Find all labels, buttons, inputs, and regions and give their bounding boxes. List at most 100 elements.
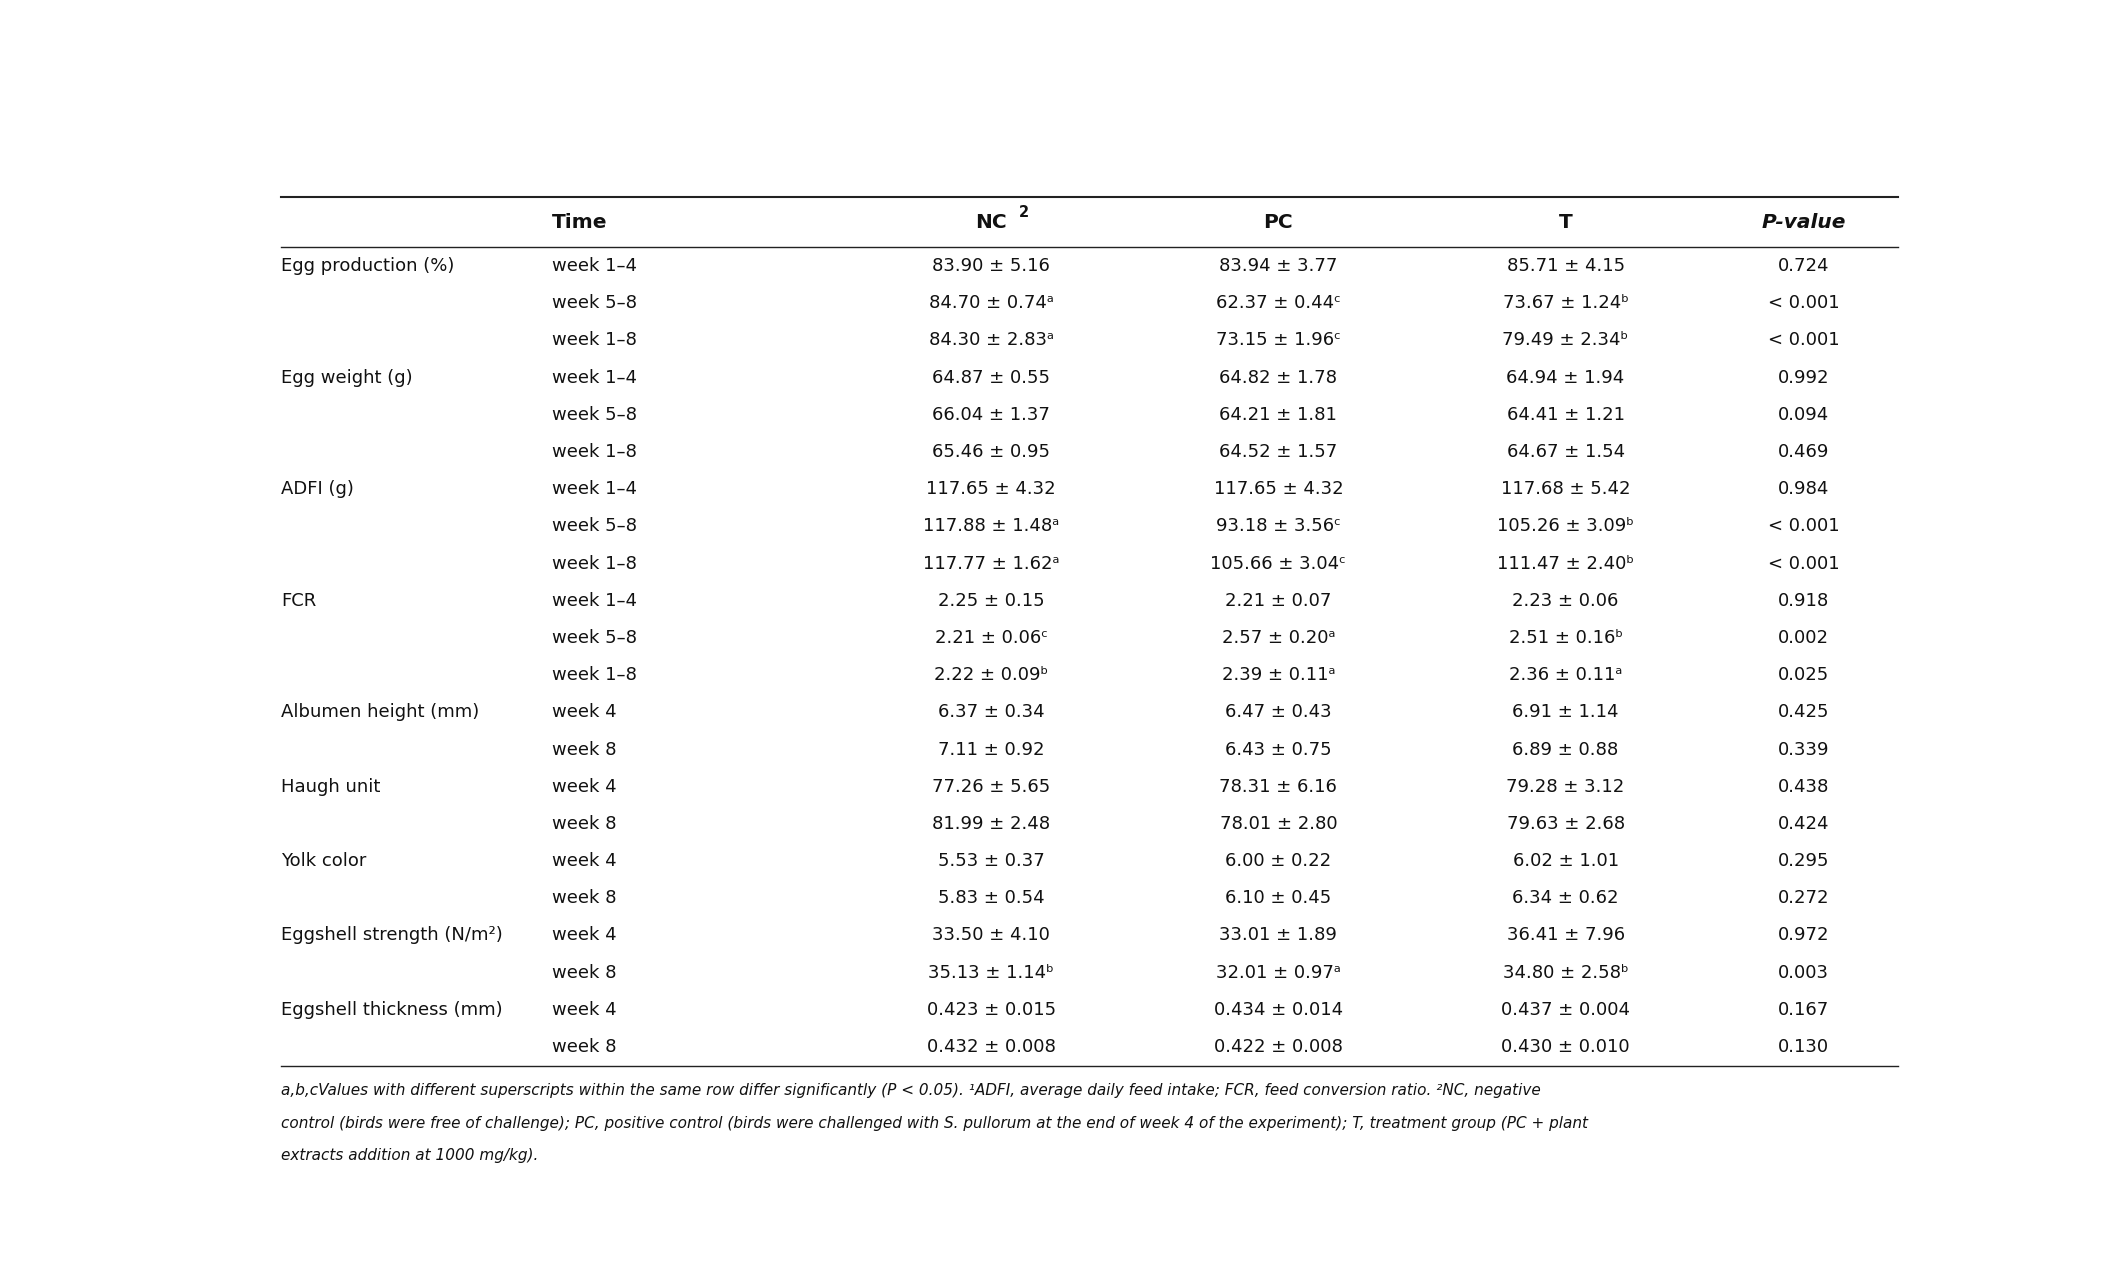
Text: 6.91 ± 1.14: 6.91 ± 1.14 <box>1512 703 1618 722</box>
Text: week 1–4: week 1–4 <box>553 480 638 498</box>
Text: 0.469: 0.469 <box>1777 444 1830 461</box>
Text: week 4: week 4 <box>553 1000 616 1019</box>
Text: 79.28 ± 3.12: 79.28 ± 3.12 <box>1506 778 1625 796</box>
Text: PC: PC <box>1264 212 1294 231</box>
Text: week 1–8: week 1–8 <box>553 332 638 350</box>
Text: 6.00 ± 0.22: 6.00 ± 0.22 <box>1226 852 1332 871</box>
Text: 62.37 ± 0.44ᶜ: 62.37 ± 0.44ᶜ <box>1216 294 1341 313</box>
Text: 0.437 ± 0.004: 0.437 ± 0.004 <box>1502 1000 1631 1019</box>
Text: 81.99 ± 2.48: 81.99 ± 2.48 <box>932 815 1051 833</box>
Text: 2.23 ± 0.06: 2.23 ± 0.06 <box>1512 592 1618 610</box>
Text: 0.423 ± 0.015: 0.423 ± 0.015 <box>926 1000 1055 1019</box>
Text: 2.36 ± 0.11ᵃ: 2.36 ± 0.11ᵃ <box>1508 666 1622 684</box>
Text: week 5–8: week 5–8 <box>553 517 638 535</box>
Text: 64.21 ± 1.81: 64.21 ± 1.81 <box>1220 405 1336 423</box>
Text: 0.167: 0.167 <box>1777 1000 1830 1019</box>
Text: 66.04 ± 1.37: 66.04 ± 1.37 <box>932 405 1051 423</box>
Text: < 0.001: < 0.001 <box>1769 517 1838 535</box>
Text: Time: Time <box>553 212 608 231</box>
Text: 0.424: 0.424 <box>1777 815 1830 833</box>
Text: 5.83 ± 0.54: 5.83 ± 0.54 <box>938 890 1044 907</box>
Text: ADFI (g): ADFI (g) <box>282 480 354 498</box>
Text: 117.77 ± 1.62ᵃ: 117.77 ± 1.62ᵃ <box>923 554 1059 572</box>
Text: week 1–4: week 1–4 <box>553 592 638 610</box>
Text: 77.26 ± 5.65: 77.26 ± 5.65 <box>932 778 1051 796</box>
Text: Haugh unit: Haugh unit <box>282 778 381 796</box>
Text: 0.972: 0.972 <box>1777 927 1830 944</box>
Text: 0.422 ± 0.008: 0.422 ± 0.008 <box>1214 1038 1343 1056</box>
Text: 2.39 ± 0.11ᵃ: 2.39 ± 0.11ᵃ <box>1222 666 1334 684</box>
Text: 2.22 ± 0.09ᵇ: 2.22 ± 0.09ᵇ <box>934 666 1048 684</box>
Text: Eggshell thickness (mm): Eggshell thickness (mm) <box>282 1000 502 1019</box>
Text: 35.13 ± 1.14ᵇ: 35.13 ± 1.14ᵇ <box>928 963 1055 981</box>
Text: 64.82 ± 1.78: 64.82 ± 1.78 <box>1220 369 1336 386</box>
Text: week 5–8: week 5–8 <box>553 629 638 647</box>
Text: week 4: week 4 <box>553 778 616 796</box>
Text: week 4: week 4 <box>553 703 616 722</box>
Text: 2: 2 <box>1019 205 1029 220</box>
Text: 6.34 ± 0.62: 6.34 ± 0.62 <box>1512 890 1618 907</box>
Text: 0.130: 0.130 <box>1777 1038 1830 1056</box>
Text: 73.67 ± 1.24ᵇ: 73.67 ± 1.24ᵇ <box>1502 294 1629 313</box>
Text: 105.66 ± 3.04ᶜ: 105.66 ± 3.04ᶜ <box>1211 554 1347 572</box>
Text: 83.94 ± 3.77: 83.94 ± 3.77 <box>1220 257 1339 275</box>
Text: 64.41 ± 1.21: 64.41 ± 1.21 <box>1506 405 1625 423</box>
Text: week 1–8: week 1–8 <box>553 444 638 461</box>
Text: week 1–4: week 1–4 <box>553 257 638 275</box>
Text: week 1–8: week 1–8 <box>553 554 638 572</box>
Text: Eggshell strength (N/m²): Eggshell strength (N/m²) <box>282 927 502 944</box>
Text: 0.434 ± 0.014: 0.434 ± 0.014 <box>1214 1000 1343 1019</box>
Text: week 4: week 4 <box>553 852 616 871</box>
Text: a,b,cValues with different superscripts within the same row differ significantly: a,b,cValues with different superscripts … <box>282 1083 1542 1098</box>
Text: extracts addition at 1000 mg/kg).: extracts addition at 1000 mg/kg). <box>282 1148 538 1163</box>
Text: 64.94 ± 1.94: 64.94 ± 1.94 <box>1506 369 1625 386</box>
Text: week 4: week 4 <box>553 927 616 944</box>
Text: Egg production (%): Egg production (%) <box>282 257 455 275</box>
Text: 33.01 ± 1.89: 33.01 ± 1.89 <box>1220 927 1336 944</box>
Text: 2.57 ± 0.20ᵃ: 2.57 ± 0.20ᵃ <box>1222 629 1334 647</box>
Text: week 8: week 8 <box>553 815 616 833</box>
Text: 93.18 ± 3.56ᶜ: 93.18 ± 3.56ᶜ <box>1216 517 1341 535</box>
Text: 6.37 ± 0.34: 6.37 ± 0.34 <box>938 703 1044 722</box>
Text: Yolk color: Yolk color <box>282 852 366 871</box>
Text: 0.003: 0.003 <box>1779 963 1830 981</box>
Text: 6.02 ± 1.01: 6.02 ± 1.01 <box>1512 852 1618 871</box>
Text: Egg weight (g): Egg weight (g) <box>282 369 413 386</box>
Text: FCR: FCR <box>282 592 316 610</box>
Text: 2.21 ± 0.07: 2.21 ± 0.07 <box>1224 592 1332 610</box>
Text: 0.432 ± 0.008: 0.432 ± 0.008 <box>928 1038 1055 1056</box>
Text: 7.11 ± 0.92: 7.11 ± 0.92 <box>938 741 1044 759</box>
Text: control (birds were free of challenge); PC, positive control (birds were challen: control (birds were free of challenge); … <box>282 1116 1588 1130</box>
Text: < 0.001: < 0.001 <box>1769 294 1838 313</box>
Text: < 0.001: < 0.001 <box>1769 554 1838 572</box>
Text: 6.10 ± 0.45: 6.10 ± 0.45 <box>1224 890 1332 907</box>
Text: 0.002: 0.002 <box>1779 629 1830 647</box>
Text: 78.01 ± 2.80: 78.01 ± 2.80 <box>1220 815 1336 833</box>
Text: 64.67 ± 1.54: 64.67 ± 1.54 <box>1506 444 1625 461</box>
Text: 64.87 ± 0.55: 64.87 ± 0.55 <box>932 369 1051 386</box>
Text: 0.918: 0.918 <box>1777 592 1830 610</box>
Text: 64.52 ± 1.57: 64.52 ± 1.57 <box>1220 444 1336 461</box>
Text: NC: NC <box>974 212 1006 231</box>
Text: 117.65 ± 4.32: 117.65 ± 4.32 <box>926 480 1057 498</box>
Text: P-value: P-value <box>1762 212 1845 231</box>
Text: 0.094: 0.094 <box>1777 405 1830 423</box>
Text: 65.46 ± 0.95: 65.46 ± 0.95 <box>932 444 1051 461</box>
Text: 36.41 ± 7.96: 36.41 ± 7.96 <box>1506 927 1625 944</box>
Text: 33.50 ± 4.10: 33.50 ± 4.10 <box>932 927 1051 944</box>
Text: week 1–4: week 1–4 <box>553 369 638 386</box>
Text: 6.47 ± 0.43: 6.47 ± 0.43 <box>1224 703 1332 722</box>
Text: 78.31 ± 6.16: 78.31 ± 6.16 <box>1220 778 1336 796</box>
Text: week 8: week 8 <box>553 890 616 907</box>
Text: 32.01 ± 0.97ᵃ: 32.01 ± 0.97ᵃ <box>1216 963 1341 981</box>
Text: 0.339: 0.339 <box>1777 741 1830 759</box>
Text: Albumen height (mm): Albumen height (mm) <box>282 703 479 722</box>
Text: 5.53 ± 0.37: 5.53 ± 0.37 <box>938 852 1044 871</box>
Text: 117.88 ± 1.48ᵃ: 117.88 ± 1.48ᵃ <box>923 517 1059 535</box>
Text: 0.984: 0.984 <box>1777 480 1830 498</box>
Text: week 8: week 8 <box>553 741 616 759</box>
Text: 0.272: 0.272 <box>1777 890 1830 907</box>
Text: week 5–8: week 5–8 <box>553 294 638 313</box>
Text: week 8: week 8 <box>553 963 616 981</box>
Text: T: T <box>1559 212 1572 231</box>
